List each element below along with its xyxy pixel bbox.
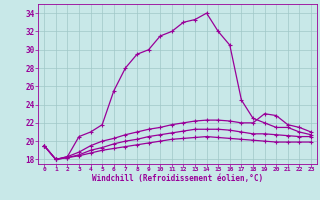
X-axis label: Windchill (Refroidissement éolien,°C): Windchill (Refroidissement éolien,°C)	[92, 174, 263, 183]
